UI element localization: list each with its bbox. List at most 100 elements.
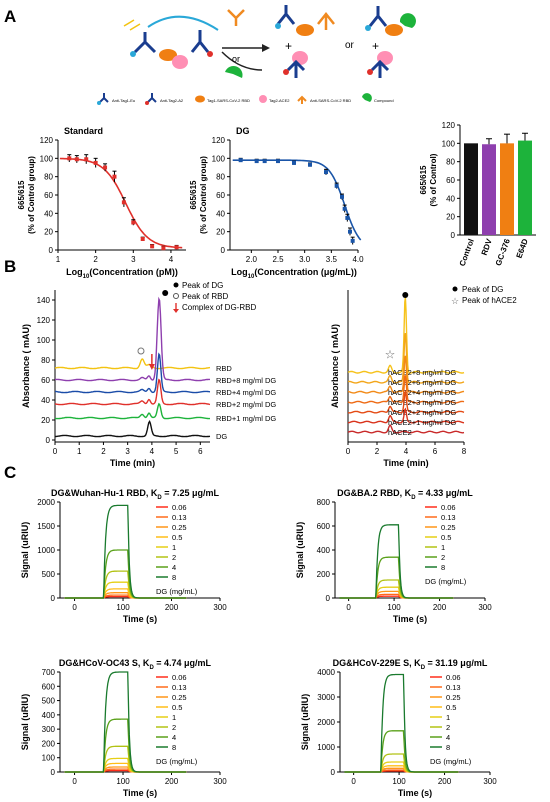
data-point <box>161 246 166 251</box>
x-axis-label: Log10(Concentration (pM)) <box>66 267 178 280</box>
legend-entry: 0.13 <box>441 513 456 522</box>
y-tick-label: 0 <box>326 594 331 603</box>
legend-entry: 0.25 <box>172 693 187 702</box>
x-tick-label: 2.0 <box>246 255 258 264</box>
data-point <box>131 220 136 225</box>
legend-entry: 0.06 <box>441 503 456 512</box>
dose-response-chart-A1: 0 20 40 60 80 100 120 1 2 3 4 Standard Log10(Concent… <box>17 126 186 280</box>
category-label: RDV <box>480 237 494 257</box>
y-tick-label: 40 <box>41 396 50 405</box>
trace-label: RBD <box>216 364 232 373</box>
dg-peak-marker <box>162 290 169 296</box>
x-tick-label: 300 <box>478 603 492 612</box>
legend-entry: 1 <box>446 713 450 722</box>
trace-0 <box>347 297 465 374</box>
y-axis-label: Signal (uRIU) <box>20 694 30 751</box>
legend-dg-peak: Peak of DG <box>462 285 503 294</box>
y-tick-label: 100 <box>37 336 51 345</box>
y-tick-label: 0 <box>46 436 51 445</box>
chart-title: Standard <box>64 126 103 136</box>
data-point <box>334 183 339 188</box>
schematic-complex-left <box>123 15 219 69</box>
y-tick-label: 100 <box>42 754 56 763</box>
legend-entry: 8 <box>441 563 445 572</box>
y-tick-label: 0 <box>51 594 56 603</box>
y-tick-label: 120 <box>212 136 226 145</box>
data-point <box>324 170 328 175</box>
x-tick-label: 2 <box>93 255 98 264</box>
x-tick-label: 200 <box>165 603 179 612</box>
y-axis-label: Absorbance ( mAU) <box>330 324 340 408</box>
legend-entry: 1 <box>172 543 176 552</box>
legend-complex: Complex of DG-RBD <box>182 303 256 312</box>
chart-title: DG&Wuhan-Hu-1 RBD, KD = 7.25 μg/mL <box>51 488 219 501</box>
assay-schematic: or + or + <box>97 5 416 105</box>
trace-label: RBD+4 mg/ml DG <box>216 388 276 397</box>
x-axis-label: Log10(Concentration (μg/mL)) <box>231 267 357 280</box>
legend-entry: 0.06 <box>172 503 187 512</box>
x-tick-label: 4 <box>169 255 174 264</box>
bar-chart-A3: 0 20 40 60 80 100 120 Control RDV GC-376 E64D 665/6… <box>419 121 536 267</box>
y-tick-label: 3000 <box>317 693 335 702</box>
data-point <box>350 238 355 243</box>
legend-entry: 0.06 <box>446 673 461 682</box>
trace-6 <box>347 424 465 434</box>
legend-dot-icon <box>173 282 179 288</box>
y-tick-label: 60 <box>44 191 53 200</box>
legend-entry: 1 <box>172 713 176 722</box>
legend-open-circle-icon <box>173 293 179 299</box>
trace-4 <box>347 389 465 414</box>
legend-entry: 2 <box>441 553 445 562</box>
y-tick-label: 40 <box>446 194 455 203</box>
legend-entry: 2 <box>172 723 176 732</box>
data-point <box>121 200 126 205</box>
legend-entry: 4 <box>172 563 176 572</box>
legend-entry: 0.5 <box>172 533 182 542</box>
x-axis-label: Time (s) <box>123 788 157 798</box>
legend-entry: 2 <box>172 553 176 562</box>
schematic-or-1: or <box>232 54 240 64</box>
data-point <box>74 157 79 162</box>
bar-gc-376 <box>500 143 514 235</box>
x-tick-label: 200 <box>165 777 179 786</box>
x-tick-label: 0 <box>351 777 356 786</box>
data-point <box>238 158 243 163</box>
legend-entry: 2 <box>446 723 450 732</box>
legend-compound: Compound <box>374 98 394 103</box>
trace-label: hACE2 <box>388 428 412 437</box>
legend-entry: 0.25 <box>441 523 456 532</box>
sensorgram-trace <box>339 524 454 599</box>
data-point <box>254 159 259 164</box>
bar-e64d <box>518 140 532 235</box>
y-tick-label: 4000 <box>317 668 335 677</box>
y-tick-label: 20 <box>41 416 50 425</box>
sensorgram-C2: 0 200 400 600 800 0 100 200 300 0.060.130.250.512… <box>295 488 492 624</box>
x-axis-label: Time (s) <box>393 614 427 624</box>
y-tick-label: 60 <box>446 176 455 185</box>
legend-anti-rbd: Anti-SARS-CoV-2 RBD <box>310 98 351 103</box>
x-tick-label: 3 <box>125 447 130 456</box>
legend-entry: 0.25 <box>446 693 461 702</box>
panel-label-a: A <box>4 7 16 26</box>
x-tick-label: 4 <box>150 447 155 456</box>
legend-star-icon: ☆ <box>451 296 459 306</box>
data-point <box>308 162 312 167</box>
legend-dot-icon <box>452 286 458 292</box>
y-axis-label: (% of Control group) <box>199 156 208 234</box>
y-tick-label: 120 <box>442 121 456 130</box>
legend-hace2-peak: Peak of hACE2 <box>462 296 517 305</box>
trace-label: hACE2+4 mg/ml DG <box>388 388 456 397</box>
y-tick-label: 1000 <box>37 546 55 555</box>
x-tick-label: 4.0 <box>352 255 364 264</box>
category-label: GC-376 <box>494 237 512 267</box>
y-tick-label: 140 <box>37 296 51 305</box>
y-tick-label: 700 <box>42 668 56 677</box>
trace-1 <box>347 332 465 384</box>
x-tick-label: 300 <box>213 777 227 786</box>
y-axis-label: (% of Control) <box>429 153 438 206</box>
data-point <box>342 206 347 211</box>
y-tick-label: 600 <box>317 522 331 531</box>
y-tick-label: 300 <box>42 725 56 734</box>
